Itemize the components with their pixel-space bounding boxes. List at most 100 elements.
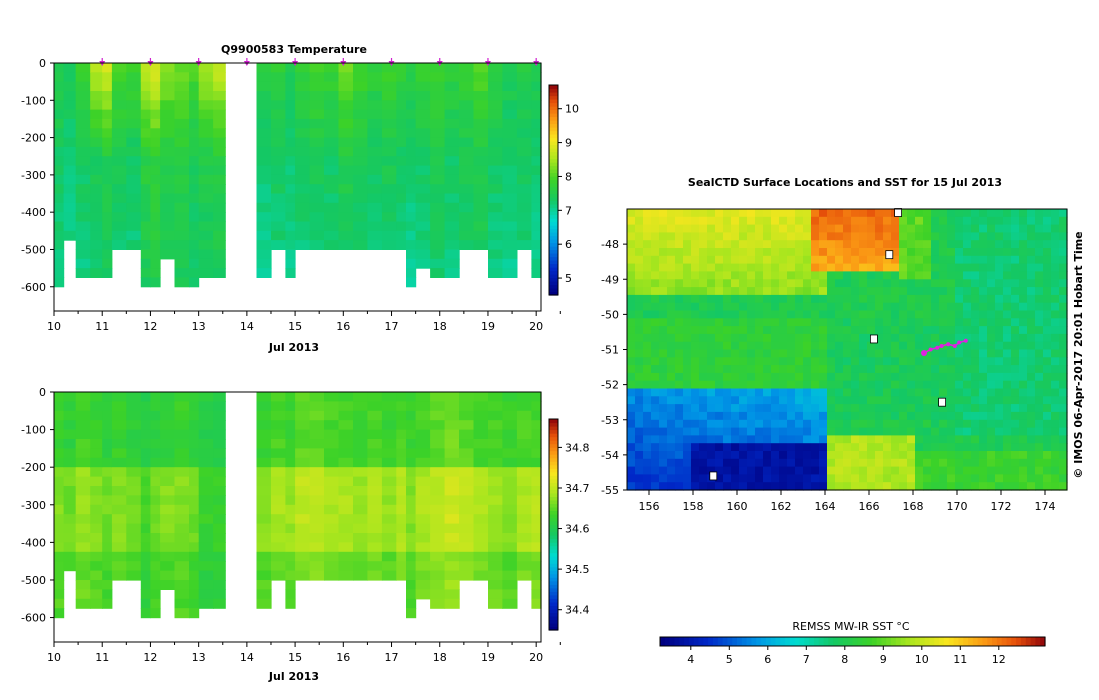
heatmap-cell (516, 202, 532, 213)
sst-cell (771, 349, 780, 358)
sst-cell (1003, 209, 1012, 218)
heatmap-cell (516, 91, 532, 101)
sst-cell (971, 365, 980, 374)
heatmap-cell (353, 146, 369, 157)
sst-cell (835, 240, 844, 249)
heatmap-cell (324, 420, 340, 431)
heatmap-cell (63, 72, 77, 83)
sst-cell (907, 248, 916, 257)
sst-cell (995, 224, 1004, 233)
sst-cell (747, 396, 756, 405)
heatmap-cell (111, 401, 127, 412)
sst-cell (1051, 451, 1060, 460)
sst-cell (931, 474, 940, 483)
heatmap-cell (516, 72, 532, 83)
sst-cell (963, 248, 972, 257)
heatmap-cell (189, 533, 200, 543)
heatmap-cell (160, 109, 176, 120)
heatmap-cell (189, 72, 200, 83)
sst-cell (795, 294, 804, 304)
heatmap-cell (381, 109, 397, 120)
sst-cell (747, 263, 756, 272)
heatmap-cell (309, 533, 325, 543)
sst-cell (915, 466, 924, 475)
heatmap-cell (140, 137, 151, 148)
sst-cell (1019, 224, 1028, 233)
sst-cell (1019, 435, 1028, 444)
sst-cell (723, 474, 732, 483)
sst-cell (779, 294, 788, 304)
sst-cell (875, 240, 884, 249)
sst-cell (1059, 326, 1068, 335)
sst-cell (891, 482, 900, 491)
heatmap-cell (63, 109, 77, 120)
sst-cell (771, 224, 780, 233)
sst-cell (763, 427, 772, 436)
sst-cell (747, 248, 756, 257)
heatmap-cell (102, 118, 113, 129)
sst-cell (723, 435, 732, 444)
heatmap-cell (271, 137, 287, 148)
heatmap-cell (198, 240, 214, 250)
sst-cell (979, 482, 988, 491)
heatmap-cell (75, 249, 91, 260)
sst-cell (875, 302, 884, 312)
sst-cell (707, 435, 716, 444)
sst-cell (843, 365, 852, 374)
sst-cell (859, 287, 868, 296)
sst-cell (659, 474, 668, 483)
colorbar-swatch (549, 440, 558, 445)
sst-cell (803, 216, 812, 226)
sst-cell (883, 341, 892, 351)
sst-cell (1043, 372, 1052, 382)
colorbar-swatch (549, 482, 558, 487)
heatmap-cell (309, 221, 325, 232)
sst-cell (859, 302, 868, 312)
heatmap-cell (309, 561, 325, 572)
heatmap-cell (160, 240, 176, 250)
heatmap-cell (189, 448, 200, 459)
sst-cell (723, 333, 732, 343)
heatmap-cell (63, 63, 77, 73)
sst-cell (787, 380, 796, 390)
sst-cell (707, 365, 716, 374)
colorbar-swatch (549, 419, 558, 424)
heatmap-cell (63, 467, 77, 478)
heatmap-cell (75, 137, 91, 148)
sst-cell (947, 482, 956, 491)
sst-cell (867, 349, 876, 358)
heatmap-cell (406, 128, 417, 139)
sst-cell (651, 318, 660, 327)
sst-cell (755, 435, 764, 444)
heatmap-cell (198, 523, 214, 534)
sst-cell (907, 326, 916, 335)
sst-cell (723, 224, 732, 233)
sst-cell (963, 240, 972, 249)
sst-cell (899, 396, 908, 405)
sst-cell (947, 427, 956, 436)
heatmap-cell (75, 570, 91, 581)
colorbar-swatch (549, 109, 558, 114)
heatmap-cell (90, 410, 103, 421)
sst-cell (627, 263, 636, 272)
sst-cell (995, 271, 1004, 280)
heatmap-cell (459, 184, 475, 195)
heatmap-cell (111, 504, 127, 515)
sst-cell (955, 349, 964, 358)
sst-cell (731, 271, 740, 280)
sst-cell (883, 216, 892, 226)
colorbar-swatch (549, 475, 558, 480)
sst-cell (795, 302, 804, 312)
sst-cell (939, 435, 948, 444)
sst-cell (987, 333, 996, 343)
heatmap-cell (285, 580, 296, 590)
sst-cell (635, 474, 644, 483)
sst-cell (827, 232, 836, 241)
colorbar-swatch (549, 281, 558, 286)
heatmap-cell (213, 476, 226, 487)
sst-cell (915, 287, 924, 296)
sst-cell (779, 232, 788, 241)
sst-cell (675, 255, 684, 265)
heatmap-cell (338, 570, 354, 581)
heatmap-cell (381, 495, 397, 506)
